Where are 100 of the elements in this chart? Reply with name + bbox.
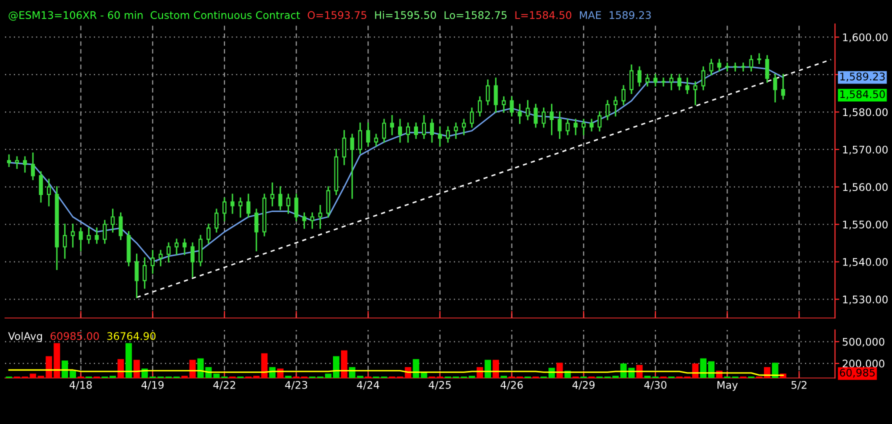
candlestick (510, 96, 514, 116)
candlestick (414, 122, 418, 139)
bar (772, 362, 778, 378)
candlestick (669, 74, 674, 90)
candlestick (70, 224, 75, 248)
candlestick (606, 100, 610, 120)
candlestick (190, 242, 195, 278)
candlestick (390, 115, 394, 136)
x-tick-label: 4/22 (213, 380, 236, 390)
candlestick (518, 104, 522, 124)
annotation: 36764.90 (107, 332, 156, 340)
candlestick (38, 171, 43, 203)
candlestick (566, 118, 570, 136)
candlestick (693, 81, 698, 106)
candlestick (653, 74, 658, 86)
candlestick (78, 227, 83, 252)
candlestick (446, 126, 450, 143)
bar (556, 362, 563, 378)
candlestick (302, 212, 306, 229)
y-tick-label: 500,000 (842, 338, 884, 347)
candlestick (174, 238, 179, 256)
candlestick (685, 78, 690, 94)
candlestick (246, 194, 250, 218)
bar (133, 360, 140, 378)
candlestick (14, 156, 19, 169)
candlestick (486, 79, 490, 106)
candlestick (278, 186, 282, 210)
candlestick (182, 238, 187, 256)
candlestick (534, 104, 538, 128)
candlestick (254, 208, 258, 252)
candlestick (62, 224, 67, 259)
candlestick (398, 118, 402, 143)
bar (484, 360, 492, 378)
candlestick (150, 250, 155, 274)
text: Hi=1595.50 (375, 10, 436, 20)
y-tick-label: 1,580.00 (843, 108, 888, 118)
bar (213, 374, 220, 378)
candlestick (166, 242, 171, 263)
candlestick (198, 234, 203, 266)
candlestick (22, 156, 27, 173)
x-tick-label: 5/2 (792, 380, 806, 390)
y-tick-label: 200,000 (842, 360, 884, 369)
candlestick (478, 96, 482, 116)
text: MAE (580, 11, 601, 19)
candlestick (542, 108, 546, 128)
candlestick (438, 126, 442, 146)
chart-title: @ESM13=106XR - 60 min Custom Continuous Contract (8, 10, 300, 21)
text: 1,589.23 (840, 72, 885, 82)
x-tick-label: 4/30 (644, 380, 666, 390)
candlestick (358, 122, 362, 154)
candlestick (717, 58, 722, 72)
candlestick (454, 122, 458, 139)
candlestick (294, 194, 298, 222)
candlestick (230, 194, 234, 214)
candlestick (134, 254, 139, 298)
bar (492, 360, 500, 378)
candlestick (574, 118, 578, 136)
text: Lo=1582.75 (444, 11, 506, 20)
candlestick (741, 62, 746, 72)
candlestick (677, 74, 682, 90)
candlestick (749, 55, 754, 72)
candlestick (773, 74, 778, 102)
annotation: 60985.00 (50, 332, 99, 340)
candlestick (238, 197, 242, 218)
candlestick (422, 115, 426, 139)
candlestick (94, 227, 99, 244)
candlestick (366, 122, 370, 146)
candlestick (382, 118, 386, 143)
text: O=1593.75 (308, 11, 366, 20)
candlestick (582, 118, 586, 136)
y-tick-label: 1,560.00 (843, 183, 888, 192)
text: 1589.23 (610, 11, 651, 20)
candlestick (661, 78, 666, 86)
candlestick (310, 212, 314, 229)
candlestick (637, 66, 642, 86)
candlestick (142, 257, 147, 289)
y-tick-label: 1,550.00 (843, 220, 888, 230)
bar (118, 359, 124, 378)
candlestick (222, 197, 226, 222)
candlestick (622, 85, 626, 106)
candlestick (318, 204, 322, 229)
candlestick (158, 250, 163, 266)
candlestick (342, 130, 346, 166)
y-tick-label: 1,570.00 (843, 146, 888, 155)
candlestick (598, 111, 602, 132)
candlestick (206, 224, 210, 244)
candlestick (733, 62, 738, 72)
x-tick-label: May (718, 381, 738, 391)
bar (476, 367, 484, 378)
candlestick (630, 64, 634, 94)
x-tick-label: 4/19 (141, 380, 164, 390)
candlestick (326, 186, 330, 218)
candlestick (614, 96, 618, 116)
candlestick (270, 182, 274, 206)
annotation: 60,985 (840, 368, 875, 378)
candlestick (7, 154, 11, 168)
candlestick (462, 118, 466, 136)
candlestick (350, 134, 354, 199)
x-tick-label: 4/25 (428, 380, 451, 390)
candlestick (701, 66, 706, 90)
